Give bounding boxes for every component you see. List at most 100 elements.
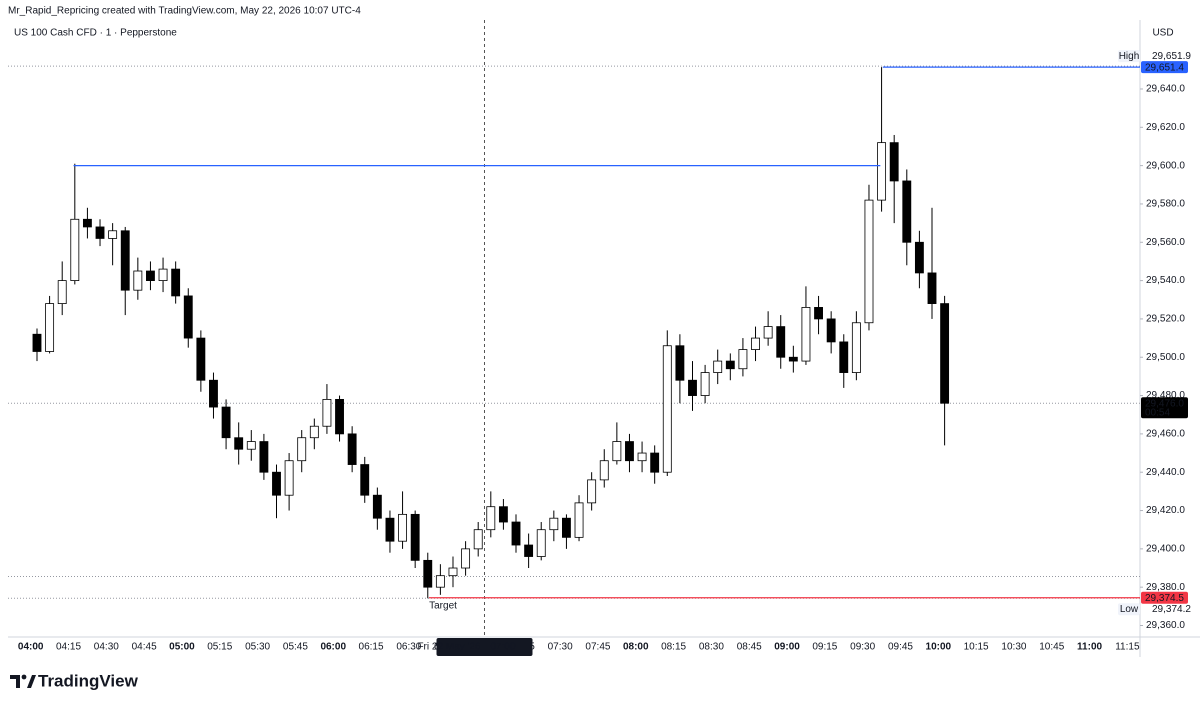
high-value: 29,651.9 bbox=[1152, 51, 1191, 62]
x-tick-label: 04:30 bbox=[94, 642, 119, 653]
y-tick-label: 29,620.0 bbox=[1146, 122, 1185, 133]
crosshair-label-box bbox=[436, 638, 533, 656]
candle-body bbox=[839, 341, 849, 373]
y-tick-label: 29,440.0 bbox=[1146, 467, 1185, 478]
x-tick-label: 11:00 bbox=[1077, 642, 1102, 653]
crosshair-time: 07:00 bbox=[490, 642, 515, 653]
candle-body bbox=[448, 567, 458, 577]
y-tick-label: 29,360.0 bbox=[1146, 620, 1185, 631]
candle-body bbox=[45, 303, 55, 352]
x-tick-label: 09:00 bbox=[774, 642, 800, 653]
candle-body bbox=[574, 502, 584, 538]
y-tick-label: 29,640.0 bbox=[1146, 84, 1185, 95]
candle-body bbox=[423, 559, 433, 588]
candle-body bbox=[788, 356, 798, 362]
last-price-box bbox=[1141, 397, 1188, 419]
candle-body bbox=[120, 230, 130, 291]
x-tick-label: 04:15 bbox=[56, 642, 81, 653]
candle-body bbox=[158, 268, 168, 281]
candle-body bbox=[612, 441, 622, 462]
candle-body bbox=[372, 494, 382, 519]
candle-body bbox=[826, 318, 836, 343]
last-price: 29,476.0 bbox=[1145, 398, 1184, 409]
candle-body bbox=[410, 513, 420, 561]
x-tick-label: 10:30 bbox=[1001, 642, 1026, 653]
x-tick-label: 10:15 bbox=[964, 642, 989, 653]
y-tick-label: 29,580.0 bbox=[1146, 199, 1185, 210]
candle-body bbox=[864, 199, 874, 324]
candle-body bbox=[536, 529, 546, 557]
candle-body bbox=[32, 333, 42, 352]
candle-body bbox=[309, 425, 319, 439]
candle-body bbox=[221, 406, 231, 439]
x-tick-label: 07:45 bbox=[585, 642, 610, 653]
candle-body bbox=[713, 360, 723, 373]
candle-body bbox=[751, 337, 760, 350]
candle-body bbox=[171, 268, 181, 297]
candle-body bbox=[738, 349, 748, 370]
candle-body bbox=[625, 441, 634, 462]
candle-body bbox=[385, 517, 395, 542]
candle-body bbox=[209, 379, 218, 408]
countdown: 00:54 bbox=[1145, 407, 1170, 418]
candle-body bbox=[700, 372, 710, 396]
candle-body bbox=[851, 322, 861, 373]
x-tick-label: 04:00 bbox=[18, 642, 44, 653]
candle-body bbox=[146, 270, 155, 281]
x-tick-label: 08:15 bbox=[661, 642, 686, 653]
x-tick-label: 09:15 bbox=[812, 642, 837, 653]
y-tick-label: 29,500.0 bbox=[1146, 352, 1185, 363]
candle-body bbox=[322, 398, 332, 427]
candle-body bbox=[889, 142, 899, 182]
candle-body bbox=[486, 506, 496, 531]
candle-body bbox=[259, 441, 269, 473]
candle-body bbox=[234, 437, 244, 450]
y-tick-label: 29,520.0 bbox=[1146, 314, 1185, 325]
price-label: 29,651.4 bbox=[1145, 62, 1184, 73]
candle-body bbox=[524, 544, 534, 557]
candle-body bbox=[650, 452, 660, 473]
line-text: Target bbox=[429, 600, 457, 611]
y-tick-label: 29,380.0 bbox=[1146, 582, 1185, 593]
y-tick-label: 29,480.0 bbox=[1146, 390, 1185, 401]
y-tick-label: 29,460.0 bbox=[1146, 429, 1185, 440]
candle-body bbox=[940, 303, 950, 404]
low-tag-text: Low bbox=[1120, 604, 1139, 615]
price-label-box bbox=[1141, 591, 1188, 604]
candle-body bbox=[763, 326, 773, 339]
candle-body bbox=[725, 360, 735, 370]
x-tick-label: 08:00 bbox=[623, 642, 649, 653]
x-tick-label: 08:45 bbox=[737, 642, 762, 653]
price-label-box bbox=[1141, 61, 1188, 74]
candle-body bbox=[95, 226, 105, 239]
candle-body bbox=[549, 517, 559, 531]
candle-body bbox=[814, 307, 823, 320]
x-tick-label: 11:15 bbox=[1115, 642, 1140, 653]
x-tick-label: 06:30 bbox=[396, 642, 421, 653]
candle-body bbox=[511, 521, 521, 546]
candle-body bbox=[196, 337, 206, 381]
x-tick-label: 04:45 bbox=[132, 642, 157, 653]
crosshair-date: Fri 22 May '26 bbox=[417, 642, 480, 653]
candle-body bbox=[662, 345, 672, 473]
candle-body bbox=[347, 433, 357, 465]
candle-body bbox=[133, 270, 143, 291]
x-tick-label: 10:00 bbox=[926, 642, 952, 653]
candle-body bbox=[272, 471, 281, 496]
candle-body bbox=[473, 529, 483, 550]
low-value: 29,374.2 bbox=[1152, 604, 1191, 615]
candle-body bbox=[776, 326, 786, 358]
candle-body bbox=[637, 452, 647, 462]
candle-body bbox=[435, 575, 445, 588]
y-tick-label: 29,560.0 bbox=[1146, 237, 1185, 248]
candle-body bbox=[902, 180, 912, 243]
candle-body bbox=[675, 345, 685, 381]
attribution: Mr_Rapid_Repricing created with TradingV… bbox=[8, 6, 361, 17]
symbol: US 100 Cash CFD · 1 · Pepperstone bbox=[14, 28, 177, 39]
price-label: 29,374.5 bbox=[1145, 593, 1184, 604]
x-tick-label: 09:45 bbox=[888, 642, 913, 653]
candle-body bbox=[108, 230, 118, 239]
candle-body bbox=[284, 460, 294, 496]
candle-body bbox=[562, 517, 571, 538]
